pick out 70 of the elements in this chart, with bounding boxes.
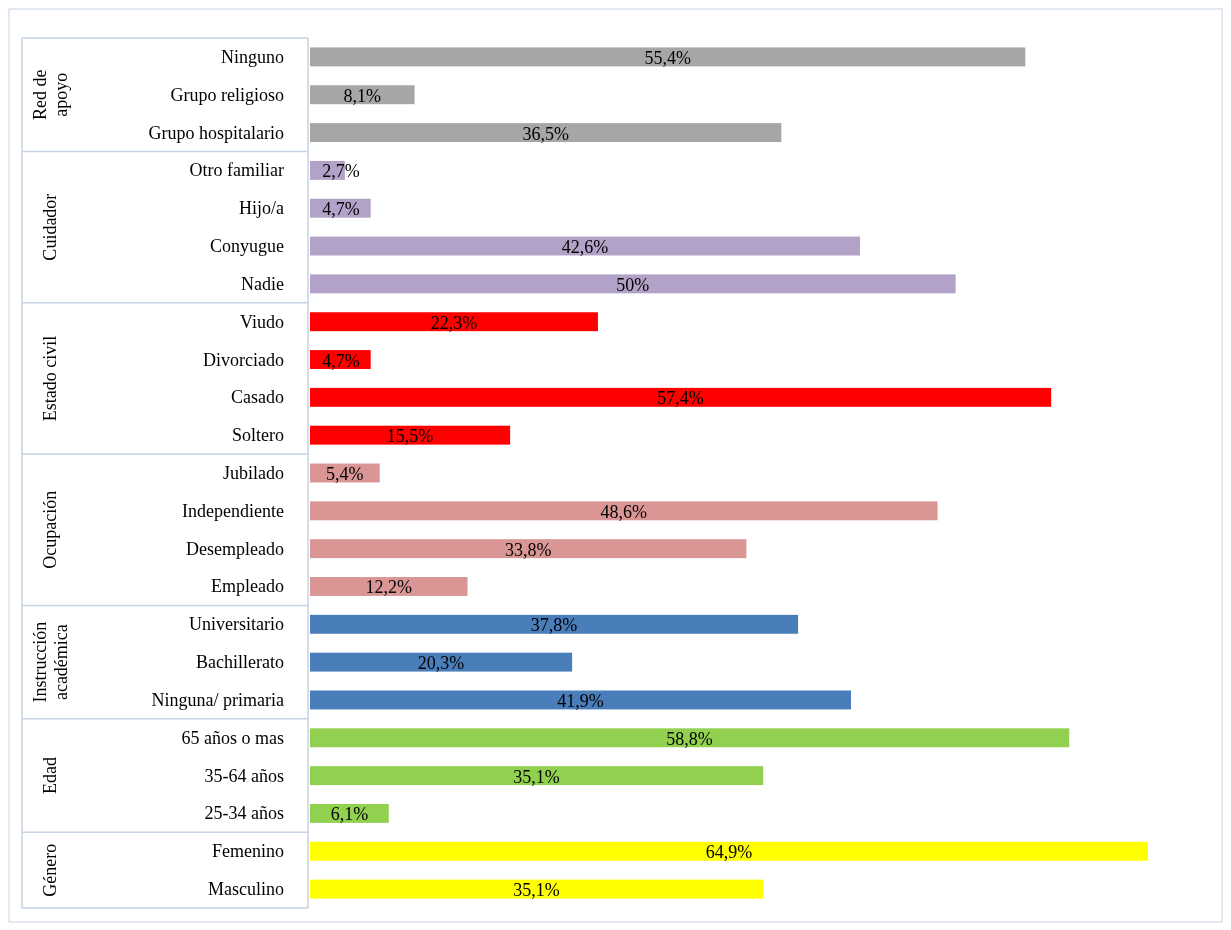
bar (310, 728, 1070, 748)
bar (310, 387, 1052, 407)
bar (310, 652, 573, 672)
data-label: 6,1% (330, 804, 369, 825)
bar (310, 236, 861, 256)
y-tick-label: Masculino (208, 879, 284, 900)
data-label: 57,4% (657, 388, 704, 409)
data-label: 33,8% (504, 539, 552, 560)
text: Cuidador (40, 193, 60, 261)
y-tick-label: Grupo hospitalario (148, 122, 284, 143)
y-tick-label: Hijo/a (239, 198, 284, 219)
y-tick-label: Grupo religioso (170, 84, 284, 105)
bar (310, 841, 1148, 861)
y-tick-label: Viudo (240, 311, 284, 332)
y-tick-label: Bachillerato (196, 652, 284, 673)
y-tick-label: Ninguno (221, 46, 284, 67)
data-label: 12,2% (365, 577, 413, 598)
data-label: 36,5% (522, 123, 569, 144)
data-label: 22,3% (430, 312, 478, 333)
bar (310, 47, 1026, 67)
y-tick-label: Universitario (189, 614, 284, 635)
text: Estado civil (40, 335, 60, 422)
y-tick-label: 35-64 años (204, 765, 284, 786)
data-label: 35,1% (513, 880, 560, 901)
y-tick-label: Divorciado (203, 349, 284, 370)
data-label: 35,1% (513, 766, 560, 787)
data-label: 64,9% (705, 842, 753, 863)
bar (310, 274, 956, 294)
bar (310, 879, 764, 899)
data-label: 50% (616, 274, 650, 295)
y-tick-label: Empleado (211, 576, 284, 597)
text: Género (40, 843, 60, 897)
y-tick-label: Nadie (241, 273, 284, 294)
text: Red de apoyo (29, 69, 71, 120)
text: Edad (40, 757, 60, 795)
y-tick-label: Independiente (182, 500, 285, 521)
data-label: 2,7% (322, 161, 360, 182)
bar (310, 690, 852, 710)
bar (310, 766, 764, 786)
y-tick-label: Jubilado (223, 463, 284, 483)
y-tick-label: Casado (231, 387, 284, 408)
text: Ocupación (40, 490, 60, 569)
bar (310, 123, 782, 143)
data-label: 42,6% (561, 237, 609, 258)
y-tick-label: 25-34 años (204, 803, 284, 824)
data-label: 58,8% (666, 728, 713, 749)
data-label: 20,3% (417, 653, 465, 674)
data-label: 41,9% (557, 690, 604, 711)
y-tick-label: Desempleado (186, 538, 284, 559)
data-label: 5,4% (326, 464, 364, 484)
y-tick-label: 65 años o mas (181, 727, 284, 748)
y-tick-label: Soltero (232, 425, 284, 446)
data-label: 15,5% (386, 426, 434, 447)
data-label: 48,6% (600, 501, 648, 522)
data-label: 55,4% (644, 47, 691, 68)
bar (310, 577, 468, 596)
bar (310, 425, 511, 445)
data-label: 8,1% (343, 85, 382, 106)
bar (310, 312, 598, 332)
data-label: 37,8% (530, 615, 578, 636)
bar (310, 539, 747, 559)
y-tick-label: Ninguna/ primaria (151, 689, 284, 710)
text: Instrucción académica (29, 621, 71, 703)
data-label: 4,7% (322, 199, 360, 220)
y-tick-label: Otro familiar (189, 160, 284, 181)
bar (310, 614, 799, 634)
bar (310, 501, 938, 521)
y-tick-label: Femenino (212, 841, 284, 862)
y-tick-label: Conyugue (210, 236, 285, 257)
data-label: 4,7% (322, 350, 360, 371)
